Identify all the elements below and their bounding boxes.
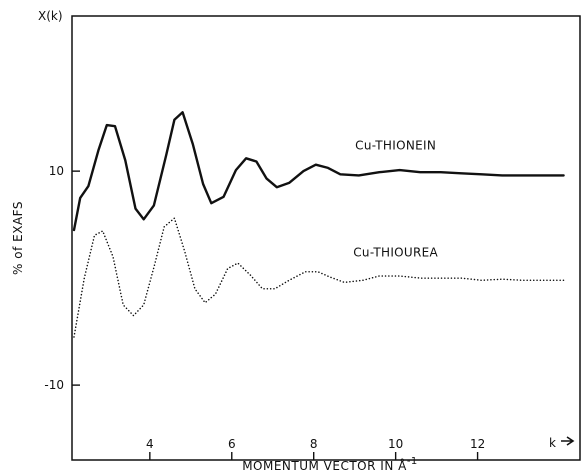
x-tick-label: 6 bbox=[228, 437, 236, 451]
y-axis-title: % of EXAFS bbox=[11, 201, 25, 275]
x-axis-title: MOMENTUM VECTOR IN Å-1 bbox=[242, 456, 418, 473]
x-axis-arrow-icon bbox=[561, 436, 575, 446]
series-labels: Cu-THIONEIN Cu-THIOUREA bbox=[353, 139, 438, 260]
x-axis-title-exponent: -1 bbox=[407, 456, 418, 467]
plot-frame bbox=[71, 15, 581, 461]
series-label-cu-thionein: Cu-THIONEIN bbox=[355, 139, 436, 153]
y-axis-top-label: X(k) bbox=[38, 9, 63, 23]
series-line-cu-thionein bbox=[72, 111, 565, 232]
x-tick-label: 4 bbox=[146, 437, 154, 451]
series-label-cu-thiourea: Cu-THIOUREA bbox=[353, 246, 438, 260]
x-tick-label: 8 bbox=[310, 437, 318, 451]
series-layer bbox=[72, 111, 565, 338]
x-tick-label: 12 bbox=[470, 437, 485, 451]
y-tick-label: -10 bbox=[44, 378, 64, 392]
y-tick-label: 10 bbox=[49, 164, 64, 178]
x-axis-end-label: k bbox=[549, 436, 556, 450]
x-axis-title-main: MOMENTUM VECTOR IN Å bbox=[242, 458, 407, 473]
y-ticks: 10 -10 bbox=[44, 164, 80, 392]
x-tick-label: 10 bbox=[388, 437, 403, 451]
x-ticks: 4 6 8 10 12 bbox=[146, 437, 485, 460]
series-line-cu-thiourea bbox=[73, 217, 565, 338]
